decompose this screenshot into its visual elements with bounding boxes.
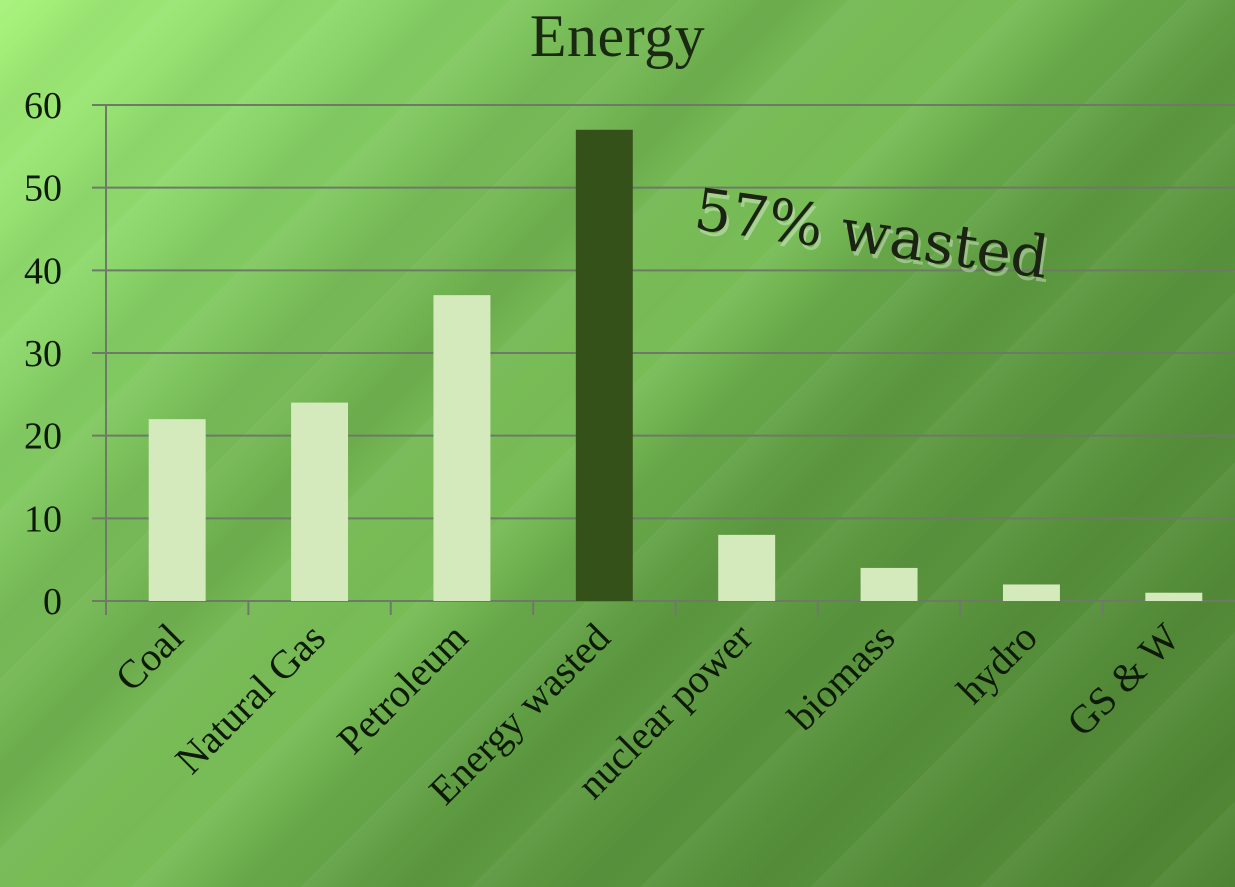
y-tick-label: 40 bbox=[24, 250, 62, 292]
gridlines bbox=[92, 104, 1235, 602]
bar bbox=[575, 129, 633, 602]
x-tick-label: biomass bbox=[779, 615, 904, 740]
bar bbox=[860, 567, 918, 601]
y-tick-label: 20 bbox=[24, 416, 62, 458]
bar bbox=[148, 419, 206, 601]
chart-title: Energy bbox=[529, 3, 706, 69]
y-tick-label: 50 bbox=[24, 168, 62, 210]
x-tick-label: Coal bbox=[106, 615, 191, 700]
y-tick-label: 10 bbox=[24, 498, 62, 540]
axes bbox=[105, 105, 1104, 615]
bars bbox=[148, 129, 1203, 602]
y-tick-label: 0 bbox=[43, 581, 62, 623]
x-tick-label: GS & W bbox=[1058, 614, 1188, 744]
bar bbox=[718, 534, 776, 601]
bar bbox=[433, 295, 491, 601]
x-tick-label: Natural Gas bbox=[166, 615, 334, 783]
y-tick-labels: 0 10 20 30 40 50 60 bbox=[24, 85, 62, 623]
y-tick-label: 30 bbox=[24, 333, 62, 375]
x-tick-label: hydro bbox=[948, 615, 1046, 713]
bar bbox=[1002, 584, 1060, 601]
bar bbox=[1145, 592, 1203, 601]
y-tick-label: 60 bbox=[24, 85, 62, 127]
bar bbox=[291, 402, 349, 601]
x-tick-label: Petroleum bbox=[328, 615, 476, 763]
